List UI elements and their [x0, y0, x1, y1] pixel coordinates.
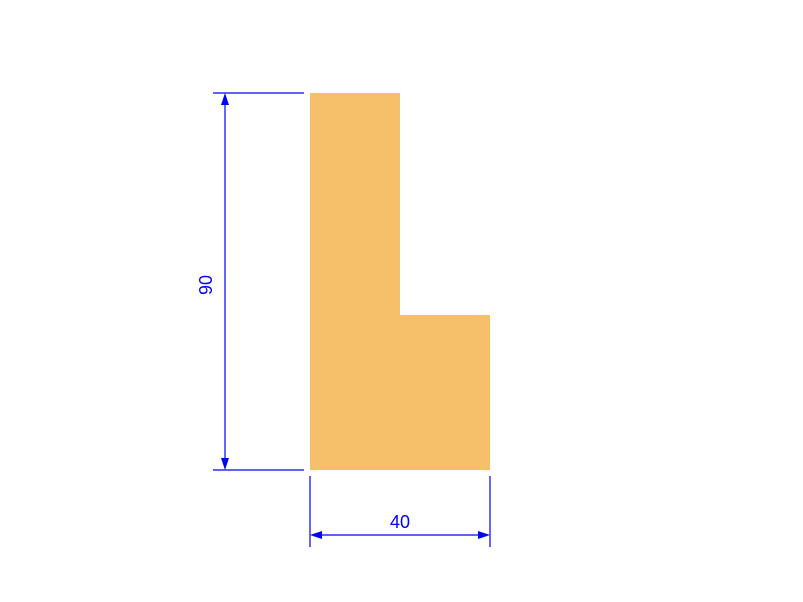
dimension-horizontal-label: 40: [390, 512, 410, 532]
dimension-vertical-label: 90: [196, 275, 216, 295]
